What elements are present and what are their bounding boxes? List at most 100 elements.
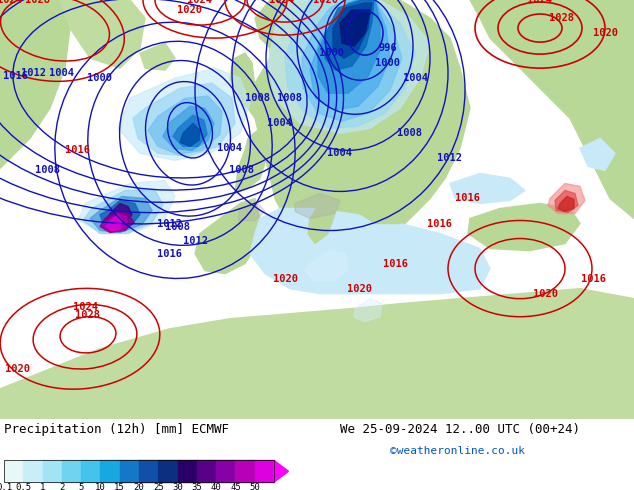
Text: 1020: 1020	[533, 289, 557, 299]
Text: 30: 30	[172, 483, 183, 490]
Text: 1004: 1004	[328, 148, 353, 158]
Text: 1004: 1004	[49, 68, 75, 78]
Text: 0.5: 0.5	[15, 483, 31, 490]
Polygon shape	[133, 83, 235, 156]
Text: 1024: 1024	[72, 302, 98, 312]
Polygon shape	[230, 53, 255, 108]
Bar	[235, 461, 255, 482]
Text: 45: 45	[230, 483, 241, 490]
Bar	[62, 461, 81, 482]
Text: 1024: 1024	[269, 0, 295, 5]
Bar	[255, 461, 274, 482]
Text: 1028: 1028	[75, 310, 101, 319]
Text: 1008: 1008	[278, 93, 302, 103]
Bar	[216, 461, 235, 482]
Polygon shape	[468, 203, 580, 250]
Text: 1004: 1004	[268, 118, 292, 128]
Polygon shape	[103, 214, 128, 232]
Text: 1024: 1024	[0, 0, 22, 5]
Polygon shape	[60, 0, 145, 68]
Polygon shape	[274, 461, 288, 482]
Text: 0.1: 0.1	[0, 483, 12, 490]
Polygon shape	[450, 173, 525, 203]
Polygon shape	[235, 128, 268, 194]
Text: 1016: 1016	[3, 71, 27, 81]
Polygon shape	[308, 194, 335, 244]
Text: 1016: 1016	[427, 219, 453, 228]
Polygon shape	[100, 200, 140, 230]
Polygon shape	[470, 0, 634, 219]
Polygon shape	[360, 169, 430, 223]
Polygon shape	[106, 203, 132, 225]
Polygon shape	[333, 3, 372, 58]
Bar	[4, 461, 23, 482]
Text: 35: 35	[191, 483, 202, 490]
Polygon shape	[285, 0, 360, 98]
Text: 1020: 1020	[6, 364, 30, 374]
Polygon shape	[148, 96, 222, 154]
Polygon shape	[100, 211, 134, 233]
Text: Precipitation (12h) [mm] ECMWF: Precipitation (12h) [mm] ECMWF	[4, 423, 229, 436]
Polygon shape	[305, 250, 348, 281]
Text: 2: 2	[59, 483, 65, 490]
Text: 1020: 1020	[593, 28, 618, 38]
Polygon shape	[340, 10, 370, 46]
Polygon shape	[310, 0, 390, 110]
Text: 1016: 1016	[455, 194, 481, 203]
Text: 1028: 1028	[550, 13, 574, 23]
Polygon shape	[555, 191, 578, 213]
Polygon shape	[548, 183, 585, 214]
Polygon shape	[163, 106, 214, 150]
Polygon shape	[180, 123, 200, 147]
Text: 10: 10	[95, 483, 106, 490]
Polygon shape	[248, 0, 470, 269]
Bar	[81, 461, 100, 482]
Text: 5: 5	[79, 483, 84, 490]
Text: 1020: 1020	[347, 284, 373, 294]
Bar	[100, 461, 120, 482]
Text: ©weatheronline.co.uk: ©weatheronline.co.uk	[390, 445, 525, 456]
Text: 20: 20	[134, 483, 145, 490]
Bar	[158, 461, 178, 482]
Text: 1020: 1020	[313, 0, 337, 5]
Bar	[120, 461, 139, 482]
Bar	[23, 461, 42, 482]
Text: 40: 40	[210, 483, 221, 490]
Text: 1000: 1000	[320, 48, 344, 58]
Text: 50: 50	[249, 483, 260, 490]
Text: 1000: 1000	[87, 73, 112, 83]
Text: 1000: 1000	[375, 58, 399, 68]
Polygon shape	[173, 115, 207, 147]
Polygon shape	[268, 0, 430, 133]
Polygon shape	[318, 0, 380, 93]
Text: 1012: 1012	[157, 219, 183, 228]
Bar	[178, 461, 197, 482]
Polygon shape	[580, 138, 615, 171]
Polygon shape	[83, 191, 163, 234]
Text: 1020: 1020	[273, 273, 297, 284]
Text: 1012: 1012	[437, 153, 462, 163]
Polygon shape	[118, 68, 250, 160]
Text: 1008: 1008	[245, 93, 271, 103]
Polygon shape	[250, 208, 490, 294]
Polygon shape	[255, 0, 290, 48]
Polygon shape	[295, 194, 340, 219]
Polygon shape	[302, 0, 402, 121]
Polygon shape	[238, 203, 265, 220]
Polygon shape	[106, 216, 122, 230]
Text: 1008: 1008	[230, 166, 254, 175]
Bar	[4, 461, 274, 482]
Text: 1004: 1004	[403, 73, 427, 83]
Polygon shape	[558, 196, 574, 212]
Polygon shape	[354, 299, 382, 322]
Text: We 25-09-2024 12..00 UTC (00+24): We 25-09-2024 12..00 UTC (00+24)	[340, 423, 580, 436]
Text: 1008: 1008	[165, 221, 190, 231]
Text: 1012: 1012	[20, 68, 46, 78]
Polygon shape	[230, 63, 248, 88]
Text: 1008: 1008	[398, 128, 422, 138]
Text: 1004: 1004	[217, 144, 242, 153]
Polygon shape	[140, 43, 175, 70]
Text: 1016: 1016	[157, 248, 183, 259]
Text: 1028: 1028	[25, 0, 51, 5]
Text: 1024: 1024	[188, 0, 212, 5]
